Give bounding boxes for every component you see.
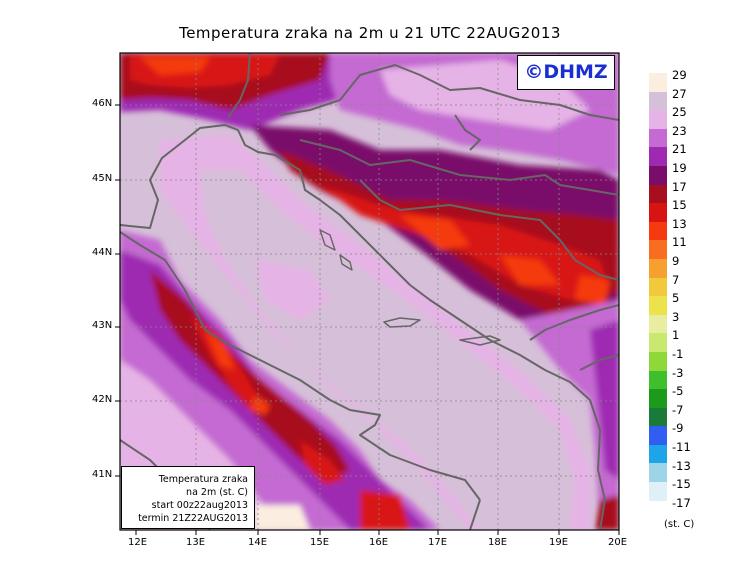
colorbar-swatch xyxy=(649,147,667,166)
x-tick-label: 16E xyxy=(369,537,389,548)
colorbar-swatch xyxy=(649,333,667,352)
colorbar-swatch xyxy=(649,110,667,129)
info-line: Temperatura zraka xyxy=(158,474,248,485)
info-line: na 2m (st. C) xyxy=(186,487,248,498)
colorbar-label: -5 xyxy=(672,384,684,399)
colorbar-swatch xyxy=(649,370,667,390)
colorbar-swatch xyxy=(649,463,667,483)
colorbar-swatch xyxy=(649,221,667,241)
colorbar-swatch xyxy=(649,73,667,92)
info-line: termin 21Z22AUG2013 xyxy=(138,513,248,524)
y-tick-label: 44N xyxy=(92,247,113,258)
x-tick-label: 20E xyxy=(608,537,628,548)
x-tick-label: 13E xyxy=(186,537,206,548)
colorbar-label: -13 xyxy=(672,458,691,473)
colorbar-label: -7 xyxy=(672,402,684,417)
colorbar-swatch xyxy=(649,444,667,464)
colorbar-label: 9 xyxy=(672,254,680,268)
colorbar-swatch xyxy=(649,91,667,111)
y-tick-label: 42N xyxy=(92,394,113,405)
units-label: (st. C) xyxy=(664,519,695,530)
colorbar-label: 17 xyxy=(672,179,687,194)
colorbar-swatch xyxy=(649,389,667,408)
x-tick-label: 12E xyxy=(128,537,148,548)
colorbar-swatch xyxy=(649,277,667,297)
colorbar-swatch xyxy=(649,314,667,334)
colorbar-label: 23 xyxy=(672,123,687,138)
colorbar-label: 21 xyxy=(672,142,687,157)
x-tick-label: 18E xyxy=(488,537,508,548)
colorbar-label: 13 xyxy=(672,216,687,231)
colorbar-swatch xyxy=(649,240,667,259)
y-tick-label: 43N xyxy=(92,320,113,331)
colorbar-swatch xyxy=(649,426,667,445)
colorbar-label: 25 xyxy=(672,105,687,120)
x-tick-label: 19E xyxy=(549,537,569,548)
map-title: Temperatura zraka na 2m u 21 UTC 22AUG20… xyxy=(179,24,561,42)
colorbar-label: 5 xyxy=(672,291,680,306)
info-box: Temperatura zraka na 2m (st. C) start 00… xyxy=(121,466,255,529)
y-tick-label: 45N xyxy=(92,173,113,184)
colorbar-swatch xyxy=(649,407,667,427)
dhmz-logo: ©DHMZ xyxy=(517,55,615,90)
info-line: start 00z22aug2013 xyxy=(151,500,248,511)
y-tick-label: 46N xyxy=(92,98,113,109)
colorbar-swatch xyxy=(649,184,667,204)
colorbar-label: 27 xyxy=(672,86,687,101)
x-tick-label: 15E xyxy=(310,537,330,548)
colorbar-label: 1 xyxy=(672,328,680,343)
plot-frame xyxy=(119,52,620,531)
colorbar-swatch xyxy=(649,128,667,148)
colorbar-swatch xyxy=(649,165,667,185)
colorbar-swatch xyxy=(649,296,667,315)
colorbar-label: -11 xyxy=(672,440,691,454)
colorbar-label: -1 xyxy=(672,347,684,361)
colorbar-label: 29 xyxy=(672,68,687,82)
colorbar xyxy=(649,73,667,501)
axis-ticks xyxy=(115,104,620,535)
colorbar-label: -9 xyxy=(672,421,684,436)
colorbar-label: 11 xyxy=(672,235,687,250)
colorbar-label: 7 xyxy=(672,272,680,287)
x-tick-label: 14E xyxy=(248,537,268,548)
colorbar-swatch xyxy=(649,482,667,501)
colorbar-label: 19 xyxy=(672,161,687,175)
colorbar-swatch xyxy=(649,203,667,222)
temperature-field xyxy=(120,53,619,530)
colorbar-label: -3 xyxy=(672,365,684,380)
x-tick-label: 17E xyxy=(428,537,448,548)
colorbar-label: -17 xyxy=(672,495,691,510)
graticule xyxy=(120,53,619,530)
colorbar-label: -15 xyxy=(672,477,691,492)
colorbar-label: 15 xyxy=(672,198,687,213)
y-tick-label: 41N xyxy=(92,469,113,480)
colorbar-swatch xyxy=(649,351,667,371)
colorbar-swatch xyxy=(649,258,667,278)
colorbar-label: 3 xyxy=(672,309,680,324)
